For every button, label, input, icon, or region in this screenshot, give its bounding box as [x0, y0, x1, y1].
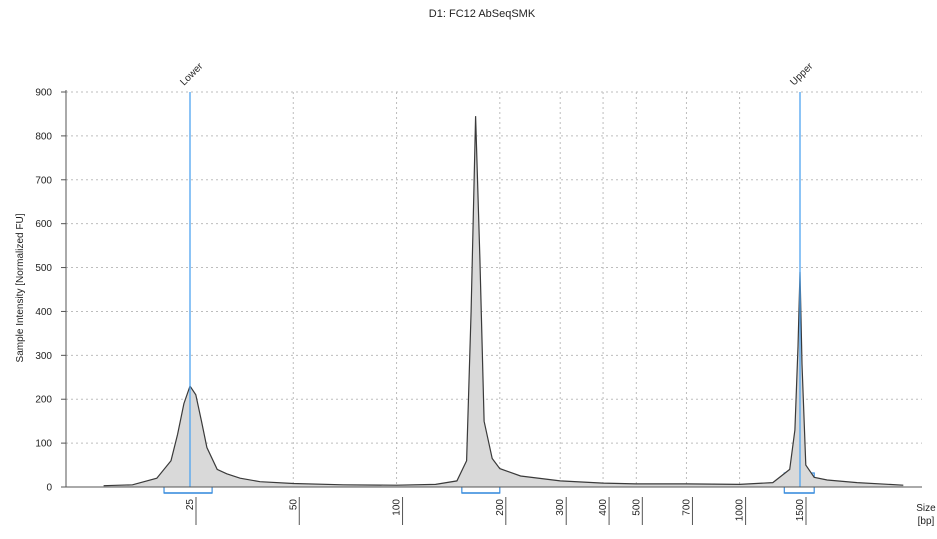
- chart-title: D1: FC12 AbSeqSMK: [429, 8, 536, 20]
- x-tick-label: 200: [495, 499, 506, 516]
- x-tick-label: 1000: [735, 499, 746, 522]
- y-tick-label: 600: [35, 219, 52, 230]
- x-tick-label: 1500: [795, 499, 806, 522]
- x-tick-label: 300: [555, 499, 566, 516]
- x-axis-unit-label: [bp]: [918, 516, 935, 527]
- x-tick-label: 700: [681, 499, 692, 516]
- y-tick-label: 400: [35, 307, 52, 318]
- y-tick-label: 300: [35, 351, 52, 362]
- marker-label: Upper: [788, 61, 816, 89]
- x-tick-label: 50: [288, 499, 299, 511]
- y-tick-label: 700: [35, 175, 52, 186]
- x-tick-label: 400: [598, 499, 609, 516]
- x-tick-label: 100: [392, 499, 403, 516]
- y-tick-label: 100: [35, 439, 52, 450]
- y-tick-label: 500: [35, 263, 52, 274]
- y-tick-label: 900: [35, 88, 52, 99]
- marker-label: Lower: [178, 61, 206, 89]
- x-tick-label: 25: [185, 499, 196, 511]
- trace-fill: [103, 116, 904, 487]
- y-axis-label: Sample Intensity [Normalized FU]: [15, 213, 26, 362]
- axes: [61, 90, 922, 525]
- marker-lines: Lower Upper: [178, 61, 816, 487]
- y-tick-label: 200: [35, 395, 52, 406]
- y-tick-label: 0: [46, 483, 52, 494]
- y-tick-label: 800: [35, 131, 52, 142]
- trace-line: [103, 116, 904, 487]
- x-tick-label: 500: [631, 499, 642, 516]
- trace-area: [103, 116, 904, 487]
- y-tick-labels: 0 100 200 300 400 500 600 700 800 900: [35, 88, 52, 494]
- x-axis-label: Size: [916, 503, 936, 514]
- x-tick-labels: 25 50 100 200 300 400 500 700 1000 1500: [185, 499, 806, 522]
